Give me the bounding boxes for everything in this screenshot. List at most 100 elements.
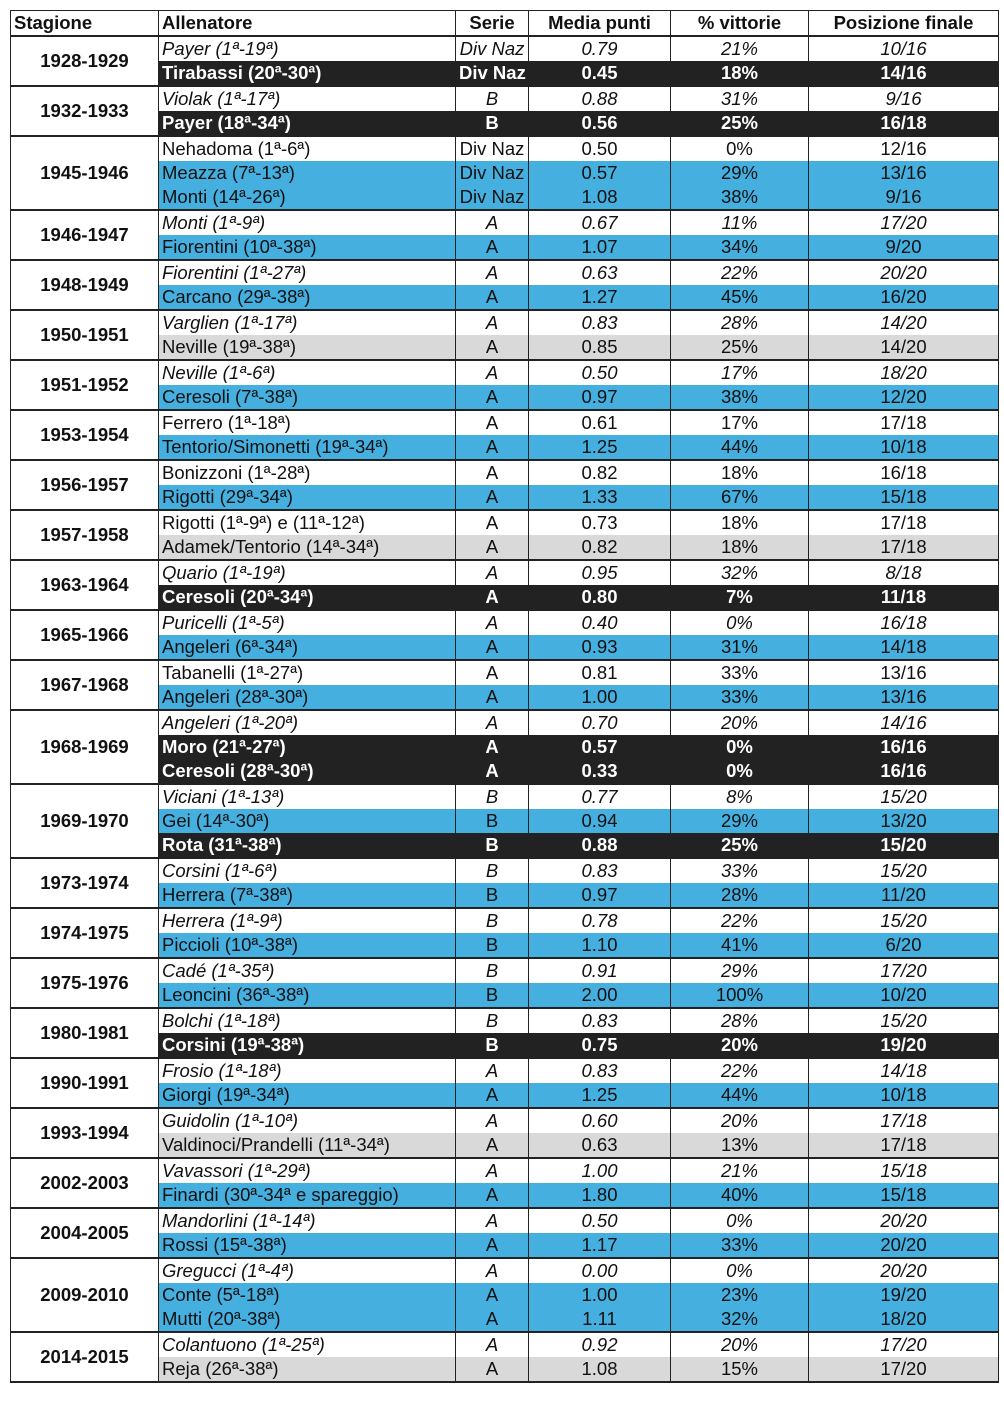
season-cell: 1956-1957 bbox=[10, 459, 159, 511]
media-punti-cell: 1.33 bbox=[528, 485, 671, 511]
posizione-cell: 15/20 bbox=[808, 1007, 999, 1033]
serie-cell: A bbox=[455, 1307, 529, 1333]
vittorie-cell: 18% bbox=[670, 509, 809, 535]
table-row: Ceresoli (20ª-34ª) A 0.80 7% 11/18 bbox=[11, 585, 999, 611]
posizione-cell: 17/20 bbox=[808, 209, 999, 235]
vittorie-cell: 0% bbox=[670, 735, 809, 759]
season-cell: 1946-1947 bbox=[10, 209, 159, 261]
season-cell: 1993-1994 bbox=[10, 1107, 159, 1159]
season-cell: 2004-2005 bbox=[10, 1207, 159, 1259]
vittorie-cell: 18% bbox=[670, 61, 809, 87]
posizione-cell: 18/20 bbox=[808, 1307, 999, 1333]
serie-cell: A bbox=[455, 435, 529, 461]
table-row: 1950-1951 Varglien (1ª-17ª) A 0.83 28% 14/20 bbox=[10, 309, 999, 361]
coach-cell: Finardi (30ª-34ª e spareggio) bbox=[158, 1183, 456, 1209]
vittorie-cell: 20% bbox=[670, 1033, 809, 1059]
coach-cell: Corsini (1ª-6ª) bbox=[158, 857, 456, 883]
vittorie-cell: 32% bbox=[670, 559, 809, 585]
coach-cell: Angeleri (6ª-34ª) bbox=[158, 635, 456, 661]
serie-cell: A bbox=[455, 1107, 529, 1133]
vittorie-cell: 25% bbox=[670, 111, 809, 137]
coach-cell: Ceresoli (28ª-30ª) bbox=[158, 759, 456, 785]
media-punti-cell: 0.79 bbox=[528, 35, 671, 61]
vittorie-cell: 41% bbox=[670, 933, 809, 959]
table-row: Rossi (15ª-38ª) A 1.17 33% 20/20 bbox=[11, 1233, 999, 1259]
media-punti-cell: 0.50 bbox=[528, 1207, 671, 1233]
posizione-cell: 13/20 bbox=[808, 809, 999, 833]
serie-cell: A bbox=[455, 235, 529, 261]
posizione-cell: 17/20 bbox=[808, 957, 999, 983]
coach-cell: Giorgi (19ª-34ª) bbox=[158, 1083, 456, 1109]
coach-cell: Nehadoma (1ª-6ª) bbox=[158, 135, 456, 161]
media-punti-cell: 0.57 bbox=[528, 161, 671, 185]
table-row: 1953-1954 Ferrero (1ª-18ª) A 0.61 17% 17/18 bbox=[10, 409, 999, 461]
table-row: 1974-1975 Herrera (1ª-9ª) B 0.78 22% 15/20 bbox=[10, 907, 999, 959]
serie-cell: A bbox=[455, 359, 529, 385]
posizione-cell: 16/20 bbox=[808, 285, 999, 311]
posizione-cell: 11/20 bbox=[808, 883, 999, 909]
coach-cell: Reja (26ª-38ª) bbox=[158, 1357, 456, 1383]
posizione-cell: 19/20 bbox=[808, 1283, 999, 1307]
table-row: Corsini (19ª-38ª) B 0.75 20% 19/20 bbox=[11, 1033, 999, 1059]
serie-cell: A bbox=[455, 759, 529, 785]
media-punti-cell: 0.83 bbox=[528, 1007, 671, 1033]
season-cell: 1963-1964 bbox=[10, 559, 159, 611]
coach-cell: Neville (19ª-38ª) bbox=[158, 335, 456, 361]
posizione-cell: 14/16 bbox=[808, 61, 999, 87]
coach-cell: Varglien (1ª-17ª) bbox=[158, 309, 456, 335]
coach-cell: Frosio (1ª-18ª) bbox=[158, 1057, 456, 1083]
vittorie-cell: 17% bbox=[670, 359, 809, 385]
posizione-cell: 17/18 bbox=[808, 535, 999, 561]
coach-cell: Meazza (7ª-13ª) bbox=[158, 161, 456, 185]
vittorie-cell: 29% bbox=[670, 957, 809, 983]
coach-cell: Adamek/Tentorio (14ª-34ª) bbox=[158, 535, 456, 561]
media-punti-cell: 0.95 bbox=[528, 559, 671, 585]
season-cell: 2009-2010 bbox=[10, 1257, 159, 1333]
table-row: Monti (14ª-26ª) Div Naz 1.08 38% 9/16 bbox=[11, 185, 999, 211]
posizione-cell: 20/20 bbox=[808, 1207, 999, 1233]
media-punti-cell: 0.78 bbox=[528, 907, 671, 933]
vittorie-cell: 22% bbox=[670, 1057, 809, 1083]
media-punti-cell: 0.77 bbox=[528, 783, 671, 809]
serie-cell: B bbox=[455, 983, 529, 1009]
season-cell: 2014-2015 bbox=[10, 1331, 159, 1383]
table-row: 1990-1991 Frosio (1ª-18ª) A 0.83 22% 14/18 bbox=[10, 1057, 999, 1109]
serie-cell: A bbox=[455, 309, 529, 335]
coach-cell: Monti (1ª-9ª) bbox=[158, 209, 456, 235]
coach-cell: Leoncini (36ª-38ª) bbox=[158, 983, 456, 1009]
posizione-cell: 16/16 bbox=[808, 759, 999, 785]
serie-cell: B bbox=[455, 85, 529, 111]
serie-cell: B bbox=[455, 111, 529, 137]
media-punti-cell: 0.83 bbox=[528, 1057, 671, 1083]
serie-cell: A bbox=[455, 735, 529, 759]
media-punti-cell: 0.75 bbox=[528, 1033, 671, 1059]
media-punti-cell: 1.27 bbox=[528, 285, 671, 311]
table-row: Piccioli (10ª-38ª) B 1.10 41% 6/20 bbox=[11, 933, 999, 959]
table-row: 1956-1957 Bonizzoni (1ª-28ª) A 0.82 18% 16/18 bbox=[10, 459, 999, 511]
vittorie-cell: 25% bbox=[670, 335, 809, 361]
serie-cell: A bbox=[455, 1331, 529, 1357]
media-punti-cell: 0.83 bbox=[528, 309, 671, 335]
serie-cell: A bbox=[455, 685, 529, 711]
posizione-cell: 14/18 bbox=[808, 635, 999, 661]
posizione-cell: 17/18 bbox=[808, 409, 999, 435]
media-punti-cell: 0.97 bbox=[528, 385, 671, 411]
vittorie-cell: 20% bbox=[670, 1107, 809, 1133]
vittorie-cell: 25% bbox=[670, 833, 809, 859]
media-punti-cell: 1.08 bbox=[528, 185, 671, 211]
table-row: 1948-1949 Fiorentini (1ª-27ª) A 0.63 22% 20/2… bbox=[10, 259, 999, 311]
coach-cell: Cadé (1ª-35ª) bbox=[158, 957, 456, 983]
header-media-punti: Media punti bbox=[528, 10, 671, 37]
serie-cell: B bbox=[455, 957, 529, 983]
coach-cell: Puricelli (1ª-5ª) bbox=[158, 609, 456, 635]
media-punti-cell: 1.07 bbox=[528, 235, 671, 261]
vittorie-cell: 40% bbox=[670, 1183, 809, 1209]
media-punti-cell: 0.93 bbox=[528, 635, 671, 661]
vittorie-cell: 28% bbox=[670, 309, 809, 335]
table-row: 2014-2015 Colantuono (1ª-25ª) A 0.92 20% 17/2… bbox=[10, 1331, 999, 1383]
table-row: Angeleri (28ª-30ª) A 1.00 33% 13/16 bbox=[11, 685, 999, 711]
posizione-cell: 19/20 bbox=[808, 1033, 999, 1059]
media-punti-cell: 0.50 bbox=[528, 135, 671, 161]
coach-cell: Ferrero (1ª-18ª) bbox=[158, 409, 456, 435]
posizione-cell: 12/16 bbox=[808, 135, 999, 161]
